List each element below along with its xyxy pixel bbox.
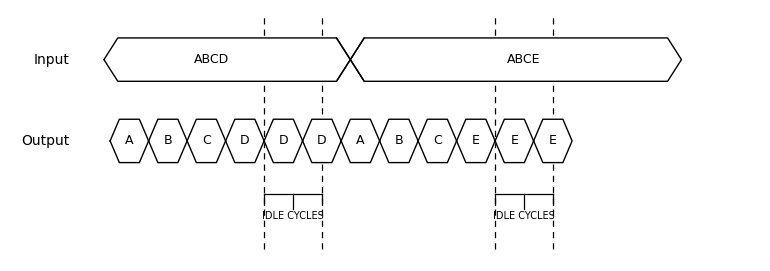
Text: ABCE: ABCE <box>507 53 541 66</box>
Polygon shape <box>495 119 534 163</box>
Polygon shape <box>187 119 226 163</box>
Text: D: D <box>240 134 249 147</box>
Polygon shape <box>380 119 418 163</box>
Polygon shape <box>418 119 457 163</box>
Text: C: C <box>433 134 442 147</box>
Text: A: A <box>125 134 134 147</box>
Polygon shape <box>104 38 350 81</box>
Polygon shape <box>457 119 495 163</box>
Text: B: B <box>394 134 403 147</box>
Polygon shape <box>226 119 264 163</box>
Polygon shape <box>303 119 341 163</box>
Text: E: E <box>472 134 480 147</box>
Polygon shape <box>534 119 572 163</box>
Text: C: C <box>202 134 211 147</box>
Text: Input: Input <box>33 53 69 67</box>
Polygon shape <box>110 119 149 163</box>
Text: IDLE CYCLES: IDLE CYCLES <box>493 211 555 221</box>
Polygon shape <box>264 119 303 163</box>
Text: A: A <box>356 134 365 147</box>
Polygon shape <box>341 119 380 163</box>
Text: D: D <box>279 134 288 147</box>
Text: IDLE CYCLES: IDLE CYCLES <box>262 211 324 221</box>
Text: E: E <box>549 134 557 147</box>
Text: ABCD: ABCD <box>194 53 229 66</box>
Polygon shape <box>149 119 187 163</box>
Polygon shape <box>350 38 681 81</box>
Text: Output: Output <box>21 134 69 148</box>
Text: E: E <box>511 134 518 147</box>
Text: D: D <box>317 134 326 147</box>
Text: B: B <box>163 134 172 147</box>
